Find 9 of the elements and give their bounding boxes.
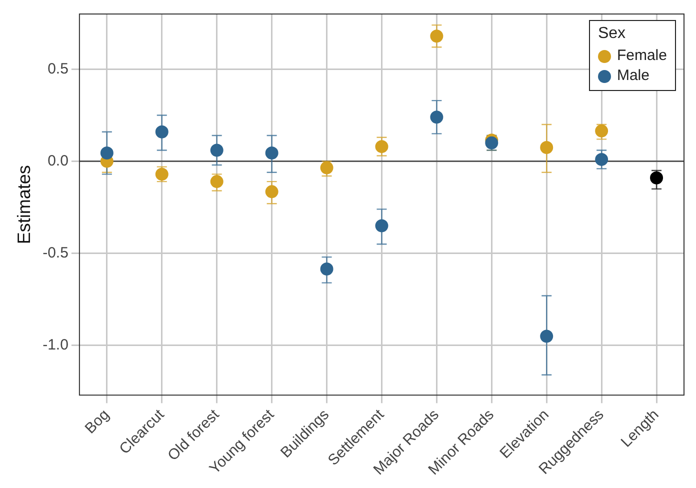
legend-label: Male: [616, 66, 650, 86]
x-tick-label: Bog: [82, 406, 113, 438]
y-tick-label: -1.0: [42, 336, 68, 354]
y-tick-label: 0.5: [48, 60, 68, 78]
y-axis-title: Estimates: [14, 165, 34, 244]
legend-label: Female: [616, 46, 667, 66]
y-tick-label: 0.0: [48, 152, 68, 170]
legend-title: Sex: [598, 25, 627, 43]
y-tick-label: -0.5: [42, 244, 68, 262]
